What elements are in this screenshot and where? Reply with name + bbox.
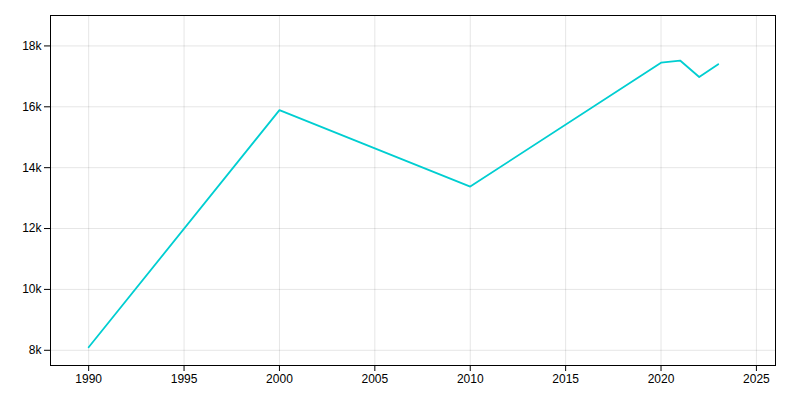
svg-text:2000: 2000	[266, 372, 293, 386]
svg-text:1995: 1995	[171, 372, 198, 386]
svg-text:10k: 10k	[22, 282, 42, 296]
svg-text:16k: 16k	[22, 100, 42, 114]
svg-text:2020: 2020	[648, 372, 675, 386]
svg-text:18k: 18k	[22, 39, 42, 53]
svg-text:2015: 2015	[552, 372, 579, 386]
svg-text:2005: 2005	[361, 372, 388, 386]
svg-text:2025: 2025	[743, 372, 770, 386]
svg-text:8k: 8k	[29, 343, 43, 357]
svg-text:14k: 14k	[22, 161, 42, 175]
svg-text:1990: 1990	[75, 372, 102, 386]
svg-text:2010: 2010	[457, 372, 484, 386]
svg-text:12k: 12k	[22, 221, 42, 235]
